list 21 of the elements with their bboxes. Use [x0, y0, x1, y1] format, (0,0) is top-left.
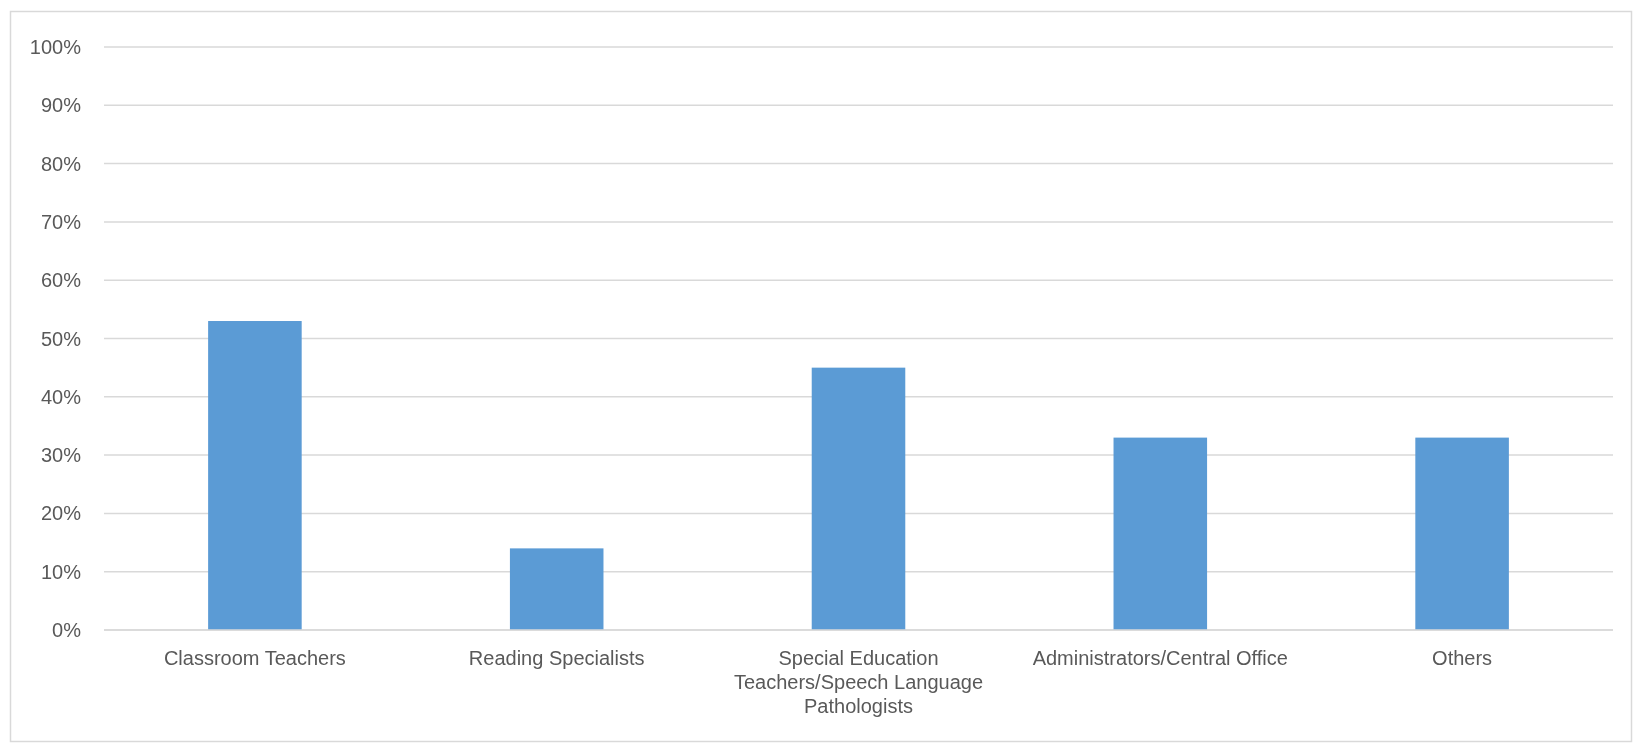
- y-tick-label: 70%: [40, 210, 82, 233]
- y-tick-label: 80%: [40, 152, 82, 175]
- bar: [1415, 437, 1509, 630]
- x-tick-label: Classroom Teachers: [163, 647, 346, 669]
- y-tick-label: 30%: [40, 444, 82, 467]
- bar: [1113, 437, 1208, 630]
- bar: [509, 548, 604, 630]
- x-tick-label: Others: [1432, 647, 1493, 669]
- bar: [811, 367, 906, 630]
- y-tick-label: 50%: [40, 327, 82, 350]
- y-tick-label: 90%: [40, 94, 82, 117]
- y-tick-label: 10%: [40, 560, 82, 583]
- x-tick-label: Special Education Teachers/Speech Language Pathologists: [733, 647, 984, 717]
- bar: [208, 321, 302, 630]
- y-tick-label: 100%: [29, 36, 82, 58]
- y-tick-label: 20%: [40, 502, 82, 525]
- x-tick-label: Reading Specialists: [468, 647, 645, 669]
- y-tick-label: 40%: [40, 385, 82, 408]
- y-tick-label: 60%: [40, 269, 82, 292]
- y-tick-label: 0%: [52, 619, 82, 641]
- x-tick-label: Administrators/Central Office: [1032, 647, 1288, 669]
